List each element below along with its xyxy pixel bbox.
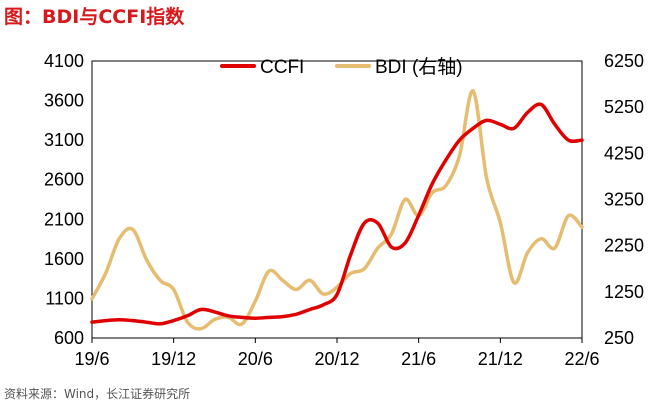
right-tick-label: 1250 — [604, 282, 644, 302]
right-tick-label: 5250 — [604, 97, 644, 117]
x-tick-label: 19/12 — [151, 349, 196, 369]
left-tick-label: 2600 — [44, 170, 84, 190]
right-tick-label: 4250 — [604, 143, 644, 163]
x-tick-label: 19/6 — [74, 349, 109, 369]
left-tick-label: 600 — [54, 328, 84, 348]
left-tick-label: 1100 — [45, 288, 84, 308]
left-axis: 4100 3600 3100 2600 2100 1600 1100 600 — [44, 51, 84, 348]
x-tick-label: 21/12 — [478, 349, 523, 369]
right-axis: 6250 5250 4250 3250 2250 1250 250 — [604, 51, 644, 348]
left-tick-label: 1600 — [44, 249, 84, 269]
legend-label: BDI (右轴) — [375, 56, 463, 78]
chart-title: 图：BDI与CCFI指数 — [4, 6, 185, 28]
x-axis: 19/6 19/12 20/6 20/12 21/6 21/12 22/6 — [74, 338, 600, 369]
left-tick-label: 4100 — [44, 51, 84, 71]
right-tick-label: 250 — [604, 328, 634, 348]
legend-label: CCFI — [260, 57, 304, 78]
series-lines — [90, 89, 584, 331]
right-tick-label: 6250 — [604, 51, 644, 71]
left-tick-label: 3100 — [44, 130, 84, 150]
x-tick-label: 21/6 — [401, 349, 436, 369]
left-tick-label: 2100 — [44, 209, 84, 229]
x-tick-label: 22/6 — [564, 349, 599, 369]
x-tick-label: 20/12 — [314, 349, 359, 369]
legend: CCFI BDI (右轴) — [220, 56, 463, 78]
series-line-ccfi — [90, 102, 584, 326]
x-tick-label: 20/6 — [238, 349, 273, 369]
left-tick-label: 3600 — [44, 91, 84, 111]
right-tick-label: 2250 — [604, 236, 644, 256]
series-line-bdi — [90, 89, 584, 331]
source-note: 资料来源：Wind，长江证券研究所 — [4, 387, 191, 401]
right-tick-label: 3250 — [604, 190, 644, 210]
